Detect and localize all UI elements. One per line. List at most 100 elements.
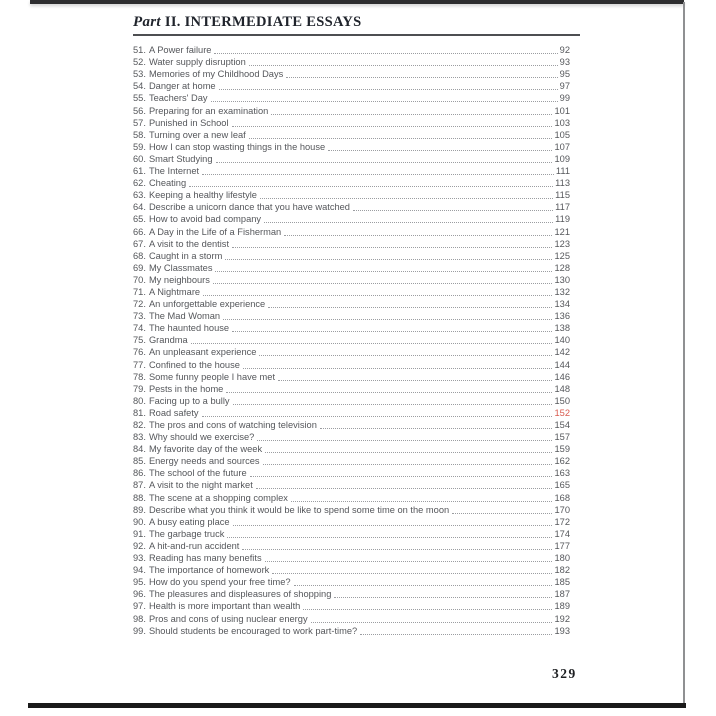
toc-dot-leader xyxy=(218,89,558,91)
toc-entry-number: 83. xyxy=(133,432,146,443)
toc-entry-number: 74. xyxy=(133,323,146,334)
toc-entry-number: 98. xyxy=(133,613,146,624)
toc-dot-leader xyxy=(215,270,553,272)
toc-entry: 87. A visit to the night market 165 xyxy=(133,479,570,491)
toc-entry-title: Facing up to a bully xyxy=(148,395,230,406)
toc-dot-leader xyxy=(232,331,553,333)
toc-dot-leader xyxy=(232,246,553,248)
toc-dot-leader xyxy=(212,282,553,284)
toc-entry-number: 87. xyxy=(133,480,146,491)
toc-entry-page: 162 xyxy=(554,456,570,467)
toc-entry-page: 187 xyxy=(554,589,570,600)
toc-entry-page: 134 xyxy=(554,299,570,310)
toc-entry-page: 168 xyxy=(554,492,570,503)
toc-entry-number: 85. xyxy=(133,456,146,467)
toc-entry-title: A Day in the Life of a Fisherman xyxy=(148,226,282,237)
toc-dot-leader xyxy=(264,561,553,563)
toc-dot-leader xyxy=(242,548,553,550)
toc-entry-title: Caught in a storm xyxy=(148,250,223,261)
toc-entry-page: 99 xyxy=(559,93,570,104)
toc-entry-number: 76. xyxy=(133,347,146,358)
toc-entry-page: 165 xyxy=(554,480,570,491)
toc-entry-page: 144 xyxy=(554,359,570,370)
toc-entry-page: 177 xyxy=(554,540,570,551)
toc-entry-page: 142 xyxy=(554,347,570,358)
toc-entry-page: 121 xyxy=(554,226,570,237)
toc-entry-title: The pros and cons of watching television xyxy=(148,420,317,430)
toc-entry-page: 185 xyxy=(554,577,570,588)
toc-dot-leader xyxy=(242,367,553,369)
toc-entry-number: 68. xyxy=(133,250,146,261)
toc-entry-number: 90. xyxy=(133,516,146,527)
toc-entry-page: 95 xyxy=(559,69,570,80)
toc-entry: 67. A visit to the dentist 123 xyxy=(133,238,570,250)
toc-entry-title: The scene at a shopping complex xyxy=(148,492,288,503)
toc-entry-title: Teachers' Day xyxy=(148,93,208,104)
toc-dot-leader xyxy=(231,125,553,127)
toc-entry-title: Describe what you think it would be like… xyxy=(148,504,450,515)
toc-dot-leader xyxy=(352,210,554,212)
toc-entry-page: 97 xyxy=(559,81,570,92)
toc-entry: 85. Energy needs and sources 162 xyxy=(133,455,570,467)
toc-dot-leader xyxy=(286,77,558,79)
toc-entry: 57. Punished in School 103 xyxy=(133,117,570,129)
toc-dot-leader xyxy=(303,609,553,611)
toc-entry-number: 52. xyxy=(133,57,146,68)
toc-entry-title: An unpleasant experience xyxy=(148,347,257,358)
toc-dot-leader xyxy=(360,633,553,635)
toc-entry-number: 71. xyxy=(133,286,146,297)
toc-entry-title: An unforgettable experience xyxy=(148,299,266,310)
toc-entry: 90. A busy eating place 172 xyxy=(133,516,570,528)
toc-entry-page: 148 xyxy=(554,383,570,394)
toc-entry-title: A visit to the dentist xyxy=(148,238,230,249)
toc-entry-title: Reading has many benefits xyxy=(148,553,262,564)
toc-entry-title: A hit-and-run accident xyxy=(148,540,240,551)
toc-entry: 71. A Nightmare 132 xyxy=(133,286,570,298)
toc-entry: 75. Grandma 140 xyxy=(133,334,570,346)
toc-entry-title: Grandma xyxy=(148,335,188,346)
toc-entry-title: Pros and cons of using nuclear energy xyxy=(148,613,308,624)
toc-entry-number: 78. xyxy=(133,371,146,382)
toc-entry-page: 93 xyxy=(559,57,570,68)
toc-entry-number: 51. xyxy=(133,45,146,56)
toc-entry-page: 111 xyxy=(555,166,570,177)
toc-entry-title: A busy eating place xyxy=(148,516,230,527)
toc-dot-leader xyxy=(310,621,553,623)
toc-entry: 62. Cheating 113 xyxy=(133,177,570,189)
toc-entry-title: The garbage truck xyxy=(148,528,225,539)
toc-entry: 80. Facing up to a bully 150 xyxy=(133,395,570,407)
toc-dot-leader xyxy=(328,149,553,151)
toc-entry-number: 61. xyxy=(133,166,146,177)
toc-entry-page: 103 xyxy=(554,117,570,128)
toc-entry-title: Memories of my Childhood Days xyxy=(148,69,284,80)
toc-entry-page: 136 xyxy=(554,311,570,322)
toc-entry-page: 115 xyxy=(555,190,570,201)
toc-dot-leader xyxy=(225,258,553,260)
toc-entry-number: 96. xyxy=(133,589,146,600)
toc-entry: 55. Teachers' Day 99 xyxy=(133,92,570,104)
toc-entry-title: Health is more important than wealth xyxy=(148,601,301,612)
toc-entry-title: Why should we exercise? xyxy=(148,432,255,443)
toc-entry-number: 59. xyxy=(133,141,146,152)
toc-dot-leader xyxy=(226,391,553,393)
toc-entry: 56. Preparing for an examination 101 xyxy=(133,104,570,116)
toc-dot-leader xyxy=(227,536,553,538)
toc-entry-number: 60. xyxy=(133,153,146,164)
toc-entry: 63. Keeping a healthy lifestyle 115 xyxy=(133,189,570,201)
toc-entry-page: 132 xyxy=(554,286,570,297)
toc-entry: 51. A Power failure 92 xyxy=(133,44,570,56)
toc-entry: 86. The school of the future 163 xyxy=(133,467,570,479)
toc-dot-leader xyxy=(278,379,553,381)
toc-entry: 82. The pros and cons of watching televis… xyxy=(133,419,570,431)
toc-dot-leader xyxy=(255,488,553,490)
toc-entry-number: 91. xyxy=(133,528,146,539)
toc-entry-number: 92. xyxy=(133,540,146,551)
toc-entry-number: 66. xyxy=(133,226,146,237)
toc-entry: 59. How I can stop wasting things in the … xyxy=(133,141,570,153)
toc-entry-title: Should students be encouraged to work pa… xyxy=(148,625,358,636)
toc-entry-page: 105 xyxy=(554,129,570,140)
toc-entry-number: 80. xyxy=(133,395,146,406)
toc-entry-number: 88. xyxy=(133,492,146,503)
page-number: 329 xyxy=(552,666,577,681)
toc-entry: 84. My favorite day of the week 159 xyxy=(133,443,570,455)
